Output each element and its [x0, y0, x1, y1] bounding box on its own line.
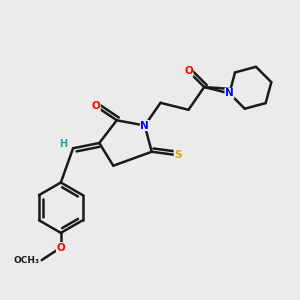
- Text: H: H: [59, 139, 67, 149]
- Text: S: S: [174, 150, 182, 160]
- Text: O: O: [56, 243, 65, 253]
- Text: N: N: [225, 88, 234, 98]
- Text: N: N: [140, 121, 149, 130]
- Text: O: O: [92, 101, 100, 111]
- Text: OCH₃: OCH₃: [14, 256, 40, 265]
- Text: O: O: [184, 66, 193, 76]
